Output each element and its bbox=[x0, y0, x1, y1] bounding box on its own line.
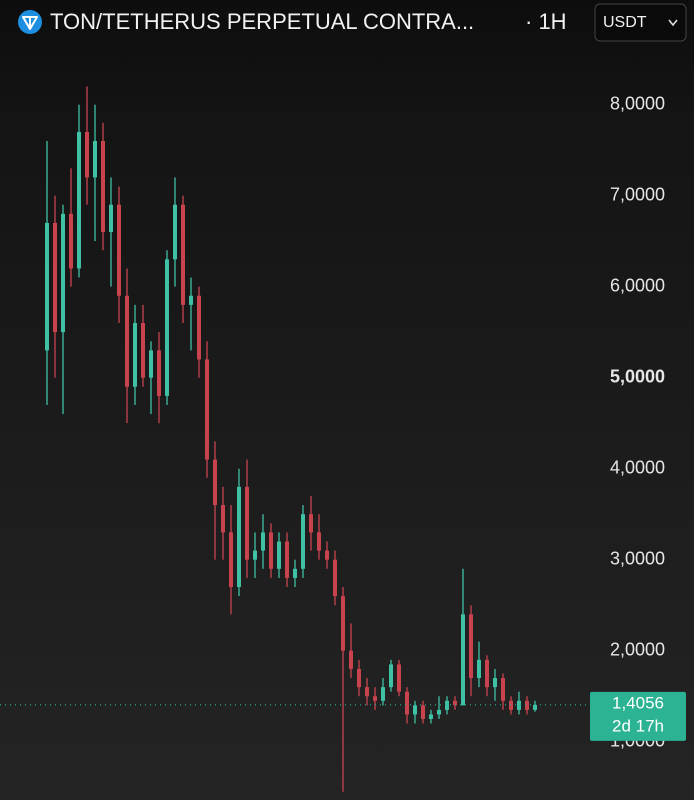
candle-body bbox=[477, 659, 481, 679]
candle-body bbox=[293, 568, 297, 578]
candle-body bbox=[501, 678, 505, 701]
candle-body bbox=[149, 350, 153, 378]
candle-body bbox=[45, 222, 49, 351]
candle-body bbox=[197, 295, 201, 360]
candle-body bbox=[533, 704, 537, 710]
candle-body bbox=[213, 459, 217, 506]
y-tick-label: 8,0000 bbox=[610, 93, 665, 113]
y-tick-label: 6,0000 bbox=[610, 275, 665, 295]
y-tick-label: 3,0000 bbox=[610, 548, 665, 568]
candle-body bbox=[485, 659, 489, 688]
candle-body bbox=[173, 204, 177, 260]
candle-body bbox=[341, 596, 345, 651]
candle-body bbox=[429, 714, 433, 719]
candle-body bbox=[221, 505, 225, 533]
candle-body bbox=[517, 700, 521, 710]
candle-body bbox=[309, 514, 313, 533]
candle-body bbox=[373, 696, 377, 701]
candle-body bbox=[53, 222, 57, 333]
candle-body bbox=[117, 204, 121, 296]
candle-body bbox=[365, 687, 369, 697]
y-tick-label: 7,0000 bbox=[610, 184, 665, 204]
candle-body bbox=[165, 259, 169, 396]
candle-body bbox=[133, 323, 137, 387]
candle-body bbox=[205, 359, 209, 460]
pair-title: TON/TETHERUS PERPETUAL CONTRA... bbox=[50, 9, 474, 34]
candle-body bbox=[229, 532, 233, 588]
candle-body bbox=[157, 350, 161, 396]
candle-body bbox=[181, 204, 185, 305]
candle-body bbox=[525, 700, 529, 710]
y-tick-label: 4,0000 bbox=[610, 457, 665, 477]
candle-body bbox=[253, 550, 257, 560]
candle-body bbox=[141, 323, 145, 378]
y-tick-label: 2,0000 bbox=[610, 639, 665, 659]
plot: 1,00002,00003,00004,00005,00006,00007,00… bbox=[0, 86, 686, 792]
candle-body bbox=[349, 650, 353, 669]
candle-body bbox=[325, 550, 329, 560]
currency-label: USDT bbox=[603, 14, 647, 31]
candle-body bbox=[493, 678, 497, 688]
candle-body bbox=[285, 541, 289, 578]
y-tick-label: 5,0000 bbox=[610, 366, 665, 386]
interval[interactable]: · 1H bbox=[525, 9, 567, 34]
candle-body bbox=[77, 131, 81, 269]
token-icon-glyph bbox=[22, 16, 38, 30]
candle-body bbox=[397, 664, 401, 692]
candle-body bbox=[277, 541, 281, 569]
candle-body bbox=[69, 213, 73, 269]
candle-body bbox=[109, 204, 113, 233]
candle-body bbox=[445, 700, 449, 710]
candle-body bbox=[333, 559, 337, 597]
candle-body bbox=[301, 514, 305, 569]
candle-body bbox=[261, 532, 265, 551]
current-price-label: 1,4056 bbox=[612, 693, 664, 712]
candle-body bbox=[405, 691, 409, 715]
candle-body bbox=[85, 131, 89, 178]
candle-body bbox=[413, 705, 417, 715]
candle-body bbox=[245, 486, 249, 560]
candle-body bbox=[469, 614, 473, 679]
currency-select[interactable] bbox=[594, 3, 687, 42]
candle-body bbox=[189, 295, 193, 305]
candle-body bbox=[93, 141, 97, 178]
candle-body bbox=[381, 687, 385, 701]
candle-body bbox=[101, 141, 105, 233]
candle-body bbox=[125, 295, 129, 387]
candle-body bbox=[389, 664, 393, 688]
candle-body bbox=[437, 709, 441, 715]
candle-body bbox=[269, 532, 273, 569]
candle-body bbox=[61, 213, 65, 333]
candle-body bbox=[453, 700, 457, 706]
candle-body bbox=[357, 668, 361, 688]
candle-body bbox=[421, 705, 425, 719]
candle-body bbox=[461, 614, 465, 706]
current-price-box bbox=[590, 691, 686, 741]
candle-body bbox=[317, 532, 321, 551]
countdown-label: 2d 17h bbox=[612, 716, 664, 735]
dropdown-chevron bbox=[668, 19, 678, 27]
candle-body bbox=[237, 486, 241, 588]
